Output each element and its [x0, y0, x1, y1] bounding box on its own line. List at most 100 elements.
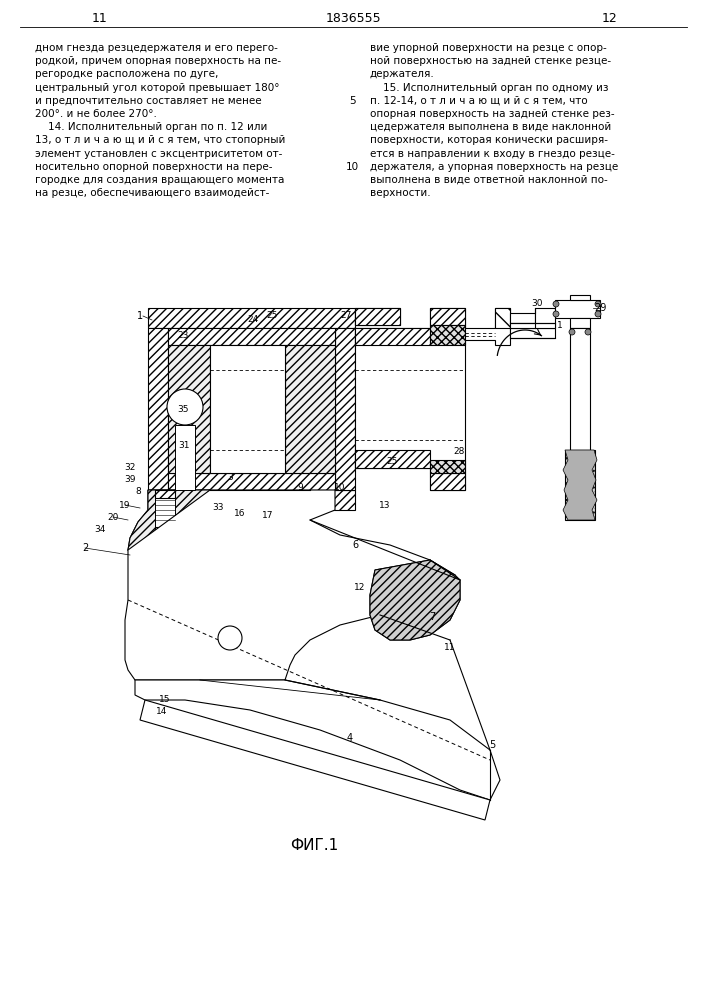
Polygon shape: [148, 328, 168, 490]
Text: 35: 35: [177, 406, 189, 414]
Circle shape: [553, 301, 559, 307]
Text: 9: 9: [297, 483, 303, 491]
Text: 10: 10: [334, 483, 346, 491]
Text: 12: 12: [602, 11, 618, 24]
Text: 24: 24: [247, 316, 259, 324]
Text: 13, о т л и ч а ю щ и й с я тем, что стопорный: 13, о т л и ч а ю щ и й с я тем, что сто…: [35, 135, 286, 145]
Text: 14. Исполнительный орган по п. 12 или: 14. Исполнительный орган по п. 12 или: [35, 122, 267, 132]
Text: 2: 2: [82, 543, 88, 553]
Polygon shape: [175, 425, 195, 490]
Polygon shape: [430, 308, 465, 325]
Text: 25: 25: [267, 312, 278, 320]
Text: 16: 16: [234, 510, 246, 518]
Text: цедержателя выполнена в виде наклонной: цедержателя выполнена в виде наклонной: [370, 122, 612, 132]
Polygon shape: [430, 473, 465, 490]
Text: дном гнезда резцедержателя и его перего-: дном гнезда резцедержателя и его перего-: [35, 43, 278, 53]
Polygon shape: [140, 700, 490, 820]
Text: ется в направлении к входу в гнездо резце-: ется в направлении к входу в гнездо резц…: [370, 149, 615, 159]
Polygon shape: [570, 295, 590, 300]
Polygon shape: [565, 450, 595, 520]
Text: 5: 5: [349, 96, 356, 106]
Text: 15. Исполнительный орган по одному из: 15. Исполнительный орган по одному из: [370, 83, 609, 93]
Text: 1: 1: [137, 311, 143, 321]
Circle shape: [167, 389, 203, 425]
Polygon shape: [563, 450, 597, 520]
Text: п. 12-14, о т л и ч а ю щ и й с я тем, что: п. 12-14, о т л и ч а ю щ и й с я тем, ч…: [370, 96, 588, 106]
Text: опорная поверхность на задней стенке рез-: опорная поверхность на задней стенке рез…: [370, 109, 614, 119]
Polygon shape: [355, 308, 465, 490]
Text: 39: 39: [124, 475, 136, 484]
Polygon shape: [128, 490, 210, 560]
Polygon shape: [200, 505, 235, 520]
Polygon shape: [285, 345, 335, 473]
Text: ФИГ.1: ФИГ.1: [290, 838, 338, 852]
Polygon shape: [128, 490, 210, 560]
Polygon shape: [355, 308, 400, 325]
Text: поверхности, которая конически расширя-: поверхности, которая конически расширя-: [370, 135, 608, 145]
Circle shape: [585, 329, 591, 335]
Text: 15: 15: [159, 696, 171, 704]
Polygon shape: [168, 473, 335, 490]
Text: носительно опорной поверхности на пере-: носительно опорной поверхности на пере-: [35, 162, 272, 172]
Text: 19: 19: [119, 500, 131, 510]
Polygon shape: [168, 345, 210, 473]
Text: центральный угол которой превышает 180°: центральный угол которой превышает 180°: [35, 83, 279, 93]
Polygon shape: [465, 308, 510, 345]
Polygon shape: [570, 318, 590, 328]
Polygon shape: [355, 308, 400, 325]
Polygon shape: [215, 505, 220, 520]
Text: и предпочтительно составляет не менее: и предпочтительно составляет не менее: [35, 96, 262, 106]
Text: 1836555: 1836555: [325, 11, 381, 24]
Text: 30: 30: [531, 298, 543, 308]
Circle shape: [218, 626, 242, 650]
Circle shape: [553, 311, 559, 317]
Polygon shape: [495, 308, 510, 328]
Text: верхности.: верхности.: [370, 188, 431, 198]
Text: 29: 29: [594, 303, 606, 313]
Text: 17: 17: [262, 512, 274, 520]
Polygon shape: [570, 328, 590, 450]
Text: 31: 31: [178, 440, 189, 450]
Text: 20: 20: [107, 512, 119, 522]
Polygon shape: [168, 328, 335, 345]
Text: 3: 3: [227, 474, 233, 483]
Text: 23: 23: [177, 330, 189, 340]
Text: 13: 13: [379, 500, 391, 510]
Polygon shape: [430, 460, 465, 473]
Text: 12: 12: [354, 582, 366, 591]
Text: 27: 27: [340, 312, 351, 320]
Polygon shape: [510, 328, 555, 338]
Polygon shape: [155, 527, 175, 535]
Polygon shape: [148, 308, 355, 328]
Polygon shape: [155, 490, 175, 535]
Text: держателя, а упорная поверхность на резце: держателя, а упорная поверхность на резц…: [370, 162, 618, 172]
Circle shape: [595, 311, 601, 317]
Polygon shape: [510, 313, 535, 323]
Text: 33: 33: [212, 504, 223, 512]
Polygon shape: [555, 300, 600, 318]
Text: ной поверхностью на задней стенке резце-: ной поверхностью на задней стенке резце-: [370, 56, 611, 66]
Text: 32: 32: [124, 464, 136, 473]
Text: 28: 28: [453, 448, 464, 456]
Polygon shape: [135, 680, 500, 800]
Text: вие упорной поверхности на резце с опор-: вие упорной поверхности на резце с опор-: [370, 43, 607, 53]
Polygon shape: [355, 328, 430, 345]
Text: элемент установлен с эксцентриситетом от-: элемент установлен с эксцентриситетом от…: [35, 149, 282, 159]
Polygon shape: [510, 323, 555, 328]
Polygon shape: [370, 560, 460, 640]
Text: 8: 8: [135, 488, 141, 496]
Text: 6: 6: [352, 540, 358, 550]
Text: 14: 14: [156, 708, 168, 716]
Text: на резце, обеспечивающего взаимодейст-: на резце, обеспечивающего взаимодейст-: [35, 188, 269, 198]
Text: 34: 34: [94, 526, 105, 534]
Text: 1: 1: [557, 320, 563, 330]
Text: 10: 10: [346, 162, 358, 172]
Text: 5: 5: [489, 740, 495, 750]
Text: городке для создания вращающего момента: городке для создания вращающего момента: [35, 175, 284, 185]
Circle shape: [595, 301, 601, 307]
Circle shape: [569, 329, 575, 335]
Polygon shape: [148, 490, 355, 510]
Polygon shape: [430, 325, 465, 345]
Polygon shape: [355, 450, 430, 468]
Text: 7: 7: [429, 612, 435, 622]
